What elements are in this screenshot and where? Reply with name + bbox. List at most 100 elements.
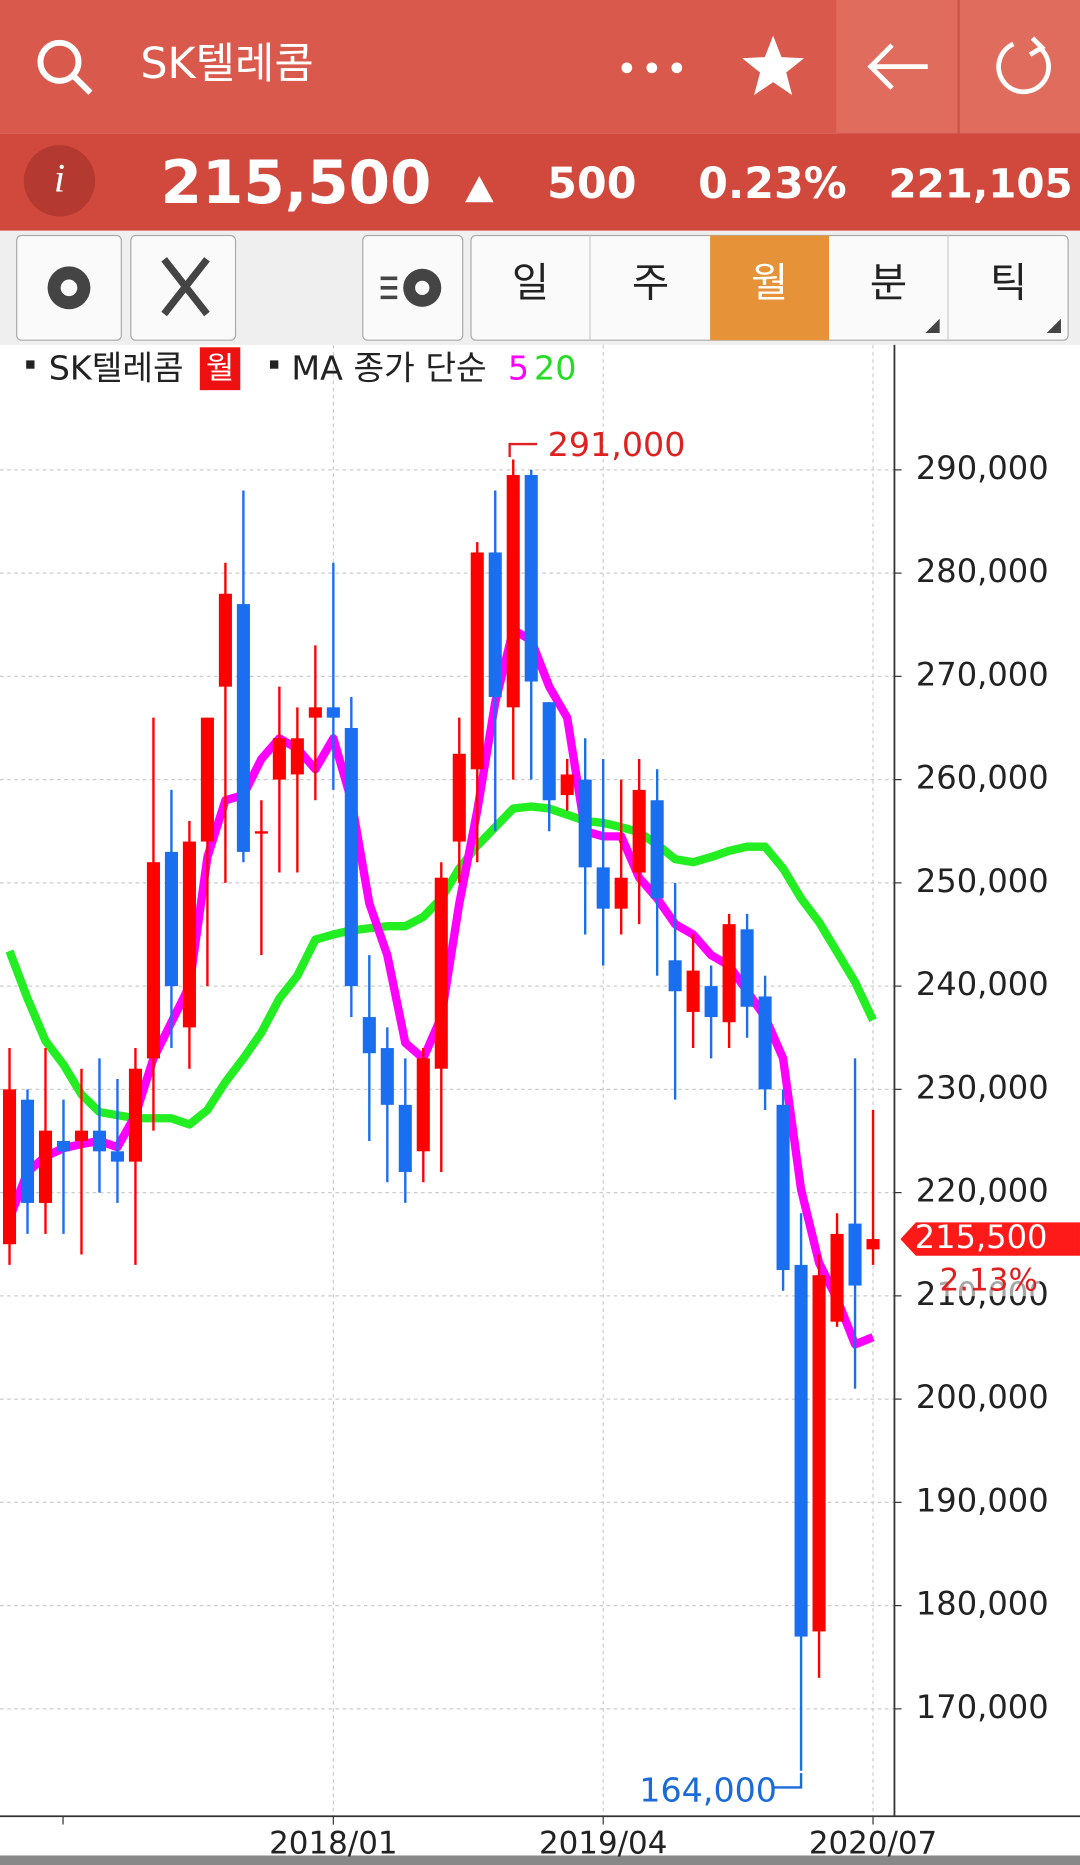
chart-area (0, 344, 1080, 1865)
candle-body (218, 593, 232, 687)
y-tick-label: 280,000 (916, 552, 1049, 590)
dropdown-mark (1046, 318, 1061, 334)
candle-body (506, 475, 520, 708)
price-change: 500 (547, 159, 636, 209)
up-arrow (465, 176, 494, 203)
bottom-strip (0, 1855, 1080, 1865)
tab-tick[interactable]: 틱 (990, 258, 1027, 306)
legend-marker (270, 360, 279, 369)
more-button[interactable] (621, 62, 683, 74)
tab-day[interactable]: 일 (512, 258, 549, 306)
candle-body (38, 1130, 53, 1203)
candle-body (290, 738, 304, 775)
last-price-label: 215,500 (915, 1218, 1048, 1256)
y-tick-label: 190,000 (916, 1481, 1049, 1519)
y-tick-label: 220,000 (916, 1172, 1049, 1210)
plot (2, 459, 880, 1771)
tab-minute[interactable]: 분 (870, 258, 907, 306)
y-tick-label: 290,000 (916, 449, 1049, 487)
candle-body (380, 1048, 394, 1105)
candle-body (866, 1239, 880, 1250)
candle-body (74, 1130, 89, 1141)
indicator-icon (380, 268, 442, 307)
y-tick-label: 180,000 (916, 1585, 1049, 1623)
candle-body (614, 877, 628, 909)
legend-ma: MA 종가 단순 (291, 348, 486, 387)
change-percent: 0.23% (698, 159, 846, 209)
legend-marker (26, 360, 35, 369)
candle-body (740, 929, 754, 1007)
candle-body (722, 924, 736, 1023)
candle-body (596, 867, 610, 909)
info-button[interactable] (23, 145, 96, 217)
candle-body (128, 1068, 142, 1162)
candle-body (812, 1275, 826, 1632)
candle-body (254, 831, 268, 834)
x-tick-label: 2018/01 (269, 1825, 397, 1861)
max-arrow (508, 442, 538, 458)
min-arrow (773, 1773, 803, 1789)
candle-body (272, 738, 286, 780)
candle-body (560, 774, 574, 796)
y-tick-label: 200,000 (916, 1378, 1049, 1416)
y-tick-label: 240,000 (916, 965, 1049, 1003)
info-icon: i (54, 155, 65, 200)
y-tick-label: 270,000 (916, 655, 1049, 693)
tab-month[interactable]: 월 (751, 258, 788, 306)
candle-body (794, 1264, 808, 1637)
gear-icon (47, 266, 91, 310)
candle-body (434, 877, 448, 1069)
candle-body (56, 1140, 71, 1152)
y-tick-label: 260,000 (916, 759, 1049, 797)
last-price-tag (900, 1222, 1080, 1256)
candle-body (650, 800, 664, 899)
x-tick-label: 2020/07 (809, 1825, 937, 1861)
candle-body (686, 970, 700, 1012)
last-change-label: 2.13% (940, 1262, 1038, 1298)
candle-body (110, 1151, 125, 1162)
candle-body (326, 707, 340, 718)
candle-body (146, 862, 160, 1059)
volume: 221,105 (888, 160, 1072, 208)
legend-ma20: 20 (534, 348, 576, 387)
labels: 170,000180,000190,000200,000210,000220,0… (269, 425, 1080, 1861)
refresh-button[interactable] (996, 36, 1051, 95)
candle-body (344, 727, 358, 987)
candle-body (776, 1104, 790, 1271)
back-button[interactable] (867, 43, 928, 90)
legend-period: 월 (206, 350, 234, 386)
current-price: 215,500 (161, 149, 432, 218)
candle-body (416, 1058, 430, 1152)
candle-body (470, 552, 484, 770)
legend-period-box (199, 347, 241, 391)
candle-body (236, 604, 250, 852)
candle-body (542, 702, 556, 801)
tools-icon (161, 257, 210, 317)
candle-body (308, 707, 322, 718)
search-icon[interactable] (37, 39, 93, 95)
candle-body (848, 1223, 862, 1286)
tab-week[interactable]: 주 (632, 258, 669, 306)
candle-body (632, 789, 646, 873)
candle-body (398, 1104, 412, 1172)
dropdown-mark (925, 318, 940, 334)
legend-symbol: SK텔레콤 (49, 348, 184, 387)
y-tick-label: 230,000 (916, 1068, 1049, 1106)
favorite-button[interactable] (742, 35, 805, 96)
candle-body (92, 1130, 107, 1152)
y-tick-label: 250,000 (916, 862, 1049, 900)
candle-body (578, 779, 592, 868)
candle-body (20, 1099, 35, 1203)
max-label: 291,000 (548, 425, 686, 464)
candle-body (830, 1233, 844, 1322)
candle-body (668, 960, 682, 992)
candle-body (200, 717, 214, 842)
candle-body (488, 552, 502, 698)
stock-name: SK텔레콤 (140, 39, 313, 89)
legend-ma5: 5 (508, 348, 529, 387)
candle-body (362, 1017, 376, 1054)
selected-tab (710, 235, 830, 341)
y-tick-label: 170,000 (916, 1688, 1049, 1726)
